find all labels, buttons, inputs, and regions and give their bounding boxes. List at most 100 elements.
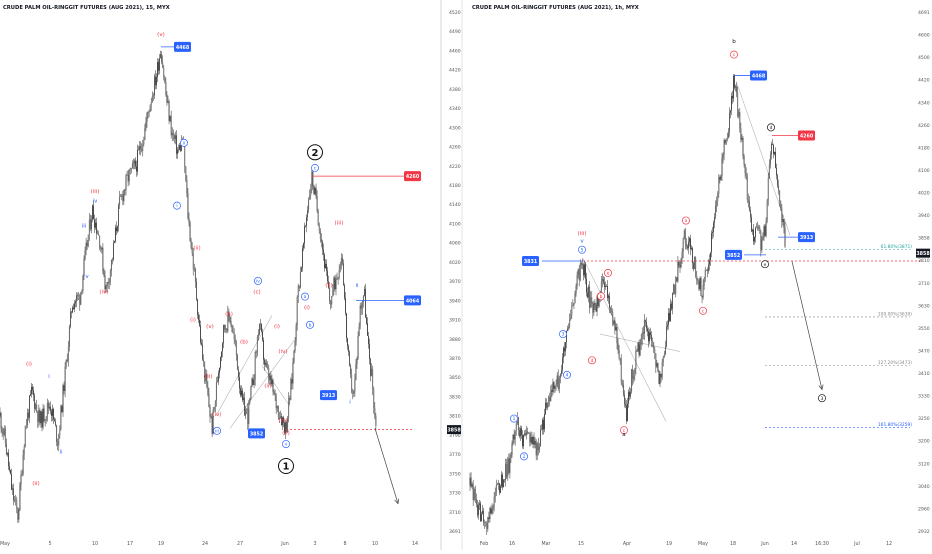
candle-body [337, 279, 338, 280]
candle-body [34, 395, 35, 409]
candle-body [560, 374, 561, 378]
candle-body [15, 500, 16, 501]
candle-body [574, 303, 575, 305]
candle-body [499, 483, 500, 492]
candle-body [142, 144, 143, 151]
candle-body [105, 275, 106, 289]
candle-body [8, 453, 9, 467]
candle-body [503, 479, 504, 487]
candle-body [494, 497, 495, 507]
candle-body [299, 286, 300, 288]
y-tick-label: 3910 [449, 318, 461, 324]
candle-body [647, 329, 648, 332]
candle-body [150, 105, 151, 112]
candle-body [627, 404, 628, 421]
candle-body [538, 443, 539, 450]
candle-body [628, 392, 629, 404]
candle-body [35, 404, 36, 408]
candle-body [173, 133, 174, 136]
candle-body [587, 293, 588, 298]
candle-body [367, 323, 368, 336]
candle-body [669, 313, 670, 321]
y-tick-label: 4220 [449, 164, 461, 170]
candle-body [561, 370, 562, 374]
candle-body [358, 336, 359, 358]
candle-body [626, 406, 627, 421]
candle-body [315, 188, 316, 194]
candle-body [28, 413, 29, 418]
candle-body [260, 324, 261, 325]
candle-body [1, 413, 2, 428]
y-tick-label: 3120 [918, 461, 930, 467]
wave-label: e [764, 263, 767, 268]
candle-body [147, 113, 148, 122]
x-tick-label: May [698, 541, 708, 547]
candle-body [755, 228, 756, 237]
candle-body [212, 417, 213, 434]
candle-body [649, 332, 650, 341]
candle-body [224, 325, 225, 329]
candle-body [471, 478, 472, 487]
candle-body [100, 248, 101, 249]
candle-body [231, 321, 232, 325]
candle-body [235, 339, 236, 343]
price-box-label: 4260 [406, 174, 420, 180]
candle-body [60, 429, 61, 435]
candle-body [305, 226, 306, 227]
candle-body [209, 394, 210, 407]
candle-body [665, 346, 666, 354]
candle-body [696, 276, 697, 280]
candle-body [242, 391, 243, 400]
candle-body [20, 485, 21, 510]
panel-2: CRUDE PALM OIL-RINGGIT FUTURES (AUG 2021… [470, 5, 931, 547]
x-tick-label: 5 [48, 541, 51, 547]
candle-body [706, 270, 707, 271]
candle-body [747, 176, 748, 200]
candle-body [239, 377, 240, 388]
candle-body [81, 292, 82, 305]
y-tick-label: 3858 [918, 236, 930, 242]
candle-body [18, 509, 19, 520]
candle-body [704, 278, 705, 285]
candle-body [186, 167, 187, 180]
candle-body [768, 178, 769, 200]
y-tick-label: 4420 [918, 78, 930, 84]
candle-body [136, 166, 137, 171]
candle-body [9, 466, 10, 470]
candle-body [289, 398, 290, 400]
wave-label: (ii) [264, 384, 271, 390]
price-box-label: 4260 [800, 134, 814, 140]
candle-body [532, 437, 533, 444]
candle-body [108, 282, 109, 283]
candle-body [535, 441, 536, 445]
candle-body [605, 286, 606, 287]
candle-body [7, 453, 8, 455]
candle-body [135, 161, 136, 167]
wave-label: ii [355, 283, 359, 289]
candle-body [364, 289, 365, 296]
candle-body [357, 358, 358, 364]
candle-body [523, 435, 524, 446]
candle-body [680, 265, 681, 267]
candle-body [516, 424, 517, 432]
candle-body [98, 234, 99, 235]
candle-body [773, 145, 774, 154]
candle-body [176, 135, 177, 153]
wave-label: 3 [821, 396, 824, 402]
wave-label: 1 [283, 462, 290, 473]
candle-body [754, 237, 755, 241]
candle-body [225, 329, 226, 330]
candle-body [780, 201, 781, 207]
candle-body [630, 392, 631, 397]
candle-body [230, 317, 231, 321]
candle-body [758, 227, 759, 229]
candle-body [233, 332, 234, 333]
candle-body [734, 76, 735, 88]
candle-body [537, 443, 538, 455]
wave-label: 3 [562, 332, 565, 338]
candle-body [622, 383, 623, 385]
candle-body [685, 230, 686, 244]
candle-body [473, 484, 474, 500]
candle-body [657, 363, 658, 367]
